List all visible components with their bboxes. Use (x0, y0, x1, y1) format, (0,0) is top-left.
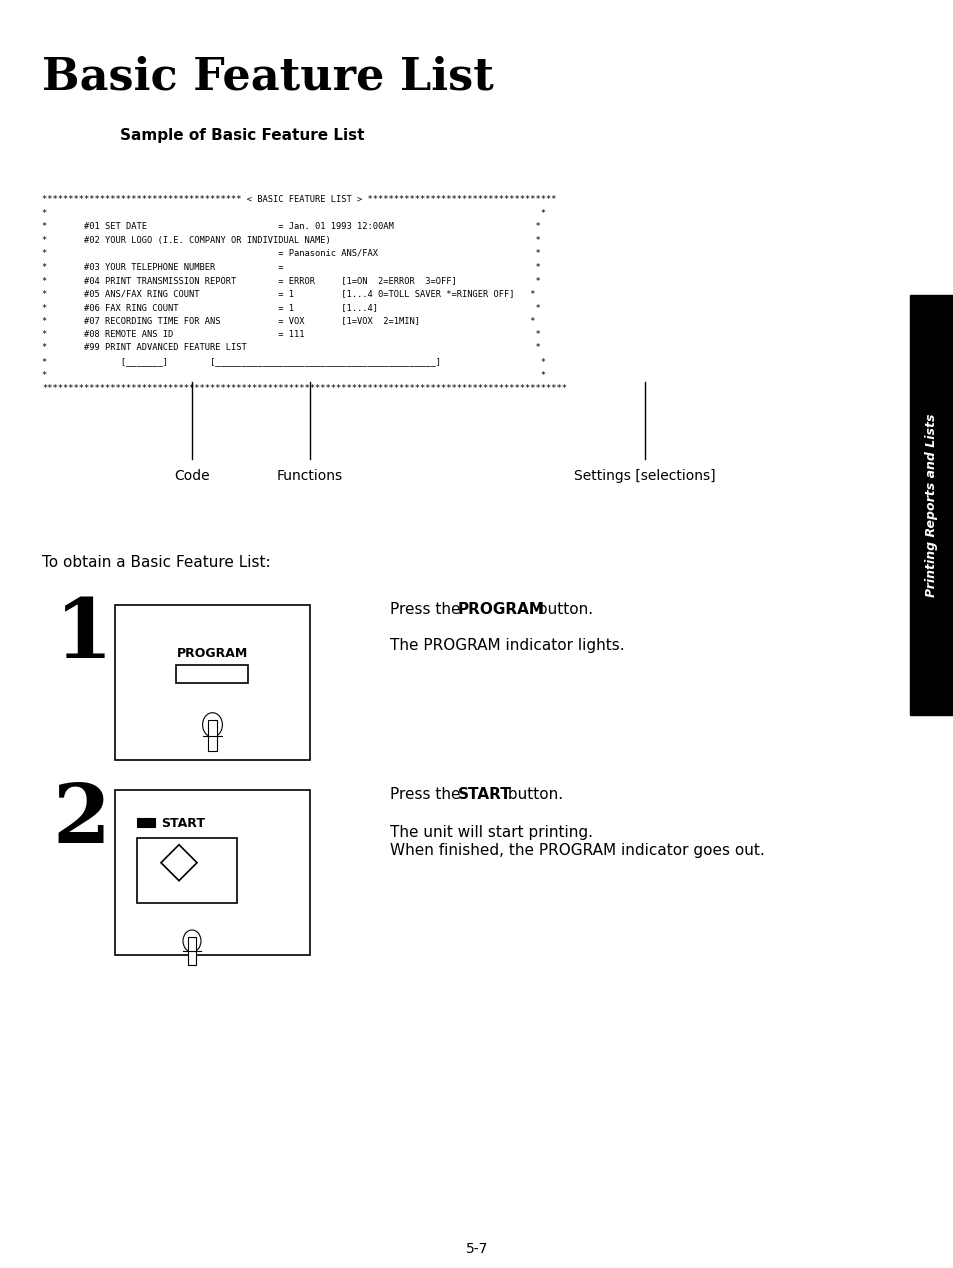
Ellipse shape (202, 713, 222, 737)
Text: button.: button. (502, 787, 562, 801)
Text: Code: Code (174, 469, 210, 483)
Text: START: START (457, 787, 511, 801)
Text: Sample of Basic Feature List: Sample of Basic Feature List (120, 128, 364, 143)
Text: 2: 2 (52, 780, 110, 860)
Text: *       #99 PRINT ADVANCED FEATURE LIST                                         : * #99 PRINT ADVANCED FEATURE LIST (42, 344, 540, 353)
Text: ********************************************************************************: ****************************************… (42, 384, 566, 393)
Text: *       #05 ANS/FAX RING COUNT               = 1         [1...4 0=TOLL SAVER *=R: * #05 ANS/FAX RING COUNT = 1 [1...4 0=TO… (42, 289, 535, 298)
Text: When finished, the PROGRAM indicator goes out.: When finished, the PROGRAM indicator goe… (390, 843, 764, 858)
Bar (115, 605, 310, 760)
Text: 5-7: 5-7 (465, 1241, 488, 1257)
Text: *       #07 RECORDING TIME FOR ANS           = VOX       [1=VOX  2=1MIN]        : * #07 RECORDING TIME FOR ANS = VOX [1=VO… (42, 317, 535, 326)
Text: *                                                                               : * (42, 370, 545, 379)
Text: *       #01 SET DATE                         = Jan. 01 1993 12:00AM             : * #01 SET DATE = Jan. 01 1993 12:00AM (42, 222, 540, 231)
Text: ************************************** < BASIC FEATURE LIST > ******************: ************************************** <… (42, 195, 556, 204)
Ellipse shape (183, 929, 201, 952)
Text: Functions: Functions (276, 469, 343, 483)
Bar (909, 295, 953, 715)
Text: button.: button. (533, 602, 593, 618)
Bar (137, 818, 154, 827)
Text: To obtain a Basic Feature List:: To obtain a Basic Feature List: (42, 555, 271, 571)
Text: START: START (161, 817, 205, 831)
Text: *       #03 YOUR TELEPHONE NUMBER            =                                  : * #03 YOUR TELEPHONE NUMBER = (42, 262, 540, 271)
Bar (176, 664, 248, 683)
Text: PROGRAM: PROGRAM (176, 647, 248, 661)
Text: *       #02 YOUR LOGO (I.E. COMPANY OR INDIVIDUAL NAME)                         : * #02 YOUR LOGO (I.E. COMPANY OR INDIVID… (42, 236, 540, 245)
Text: The PROGRAM indicator lights.: The PROGRAM indicator lights. (390, 638, 624, 653)
Text: *       #06 FAX RING COUNT                   = 1         [1...4]                : * #06 FAX RING COUNT = 1 [1...4] (42, 303, 540, 312)
Text: *                                            = Panasonic ANS/FAX                : * = Panasonic ANS/FAX (42, 249, 540, 257)
Text: *       #08 REMOTE ANS ID                    = 111                              : * #08 REMOTE ANS ID = 111 (42, 330, 540, 339)
Text: PROGRAM: PROGRAM (457, 602, 544, 618)
Text: Printing Reports and Lists: Printing Reports and Lists (924, 413, 938, 597)
Bar (208, 720, 216, 751)
Text: Basic Feature List: Basic Feature List (42, 55, 494, 98)
Text: The unit will start printing.: The unit will start printing. (390, 825, 593, 839)
Text: Press the: Press the (390, 787, 465, 801)
Text: Press the: Press the (390, 602, 465, 618)
Bar (115, 790, 310, 955)
Text: Settings [selections]: Settings [selections] (574, 469, 715, 483)
Text: *              [_______]        [__________________________________________]    : * [_______] [___________________________… (42, 358, 545, 366)
Text: 1: 1 (55, 595, 112, 675)
Bar (188, 937, 195, 965)
Text: *                                                                               : * (42, 208, 545, 218)
Bar (137, 838, 236, 903)
Text: *       #04 PRINT TRANSMISSION REPORT        = ERROR     [1=ON  2=ERROR  3=OFF] : * #04 PRINT TRANSMISSION REPORT = ERROR … (42, 276, 540, 285)
